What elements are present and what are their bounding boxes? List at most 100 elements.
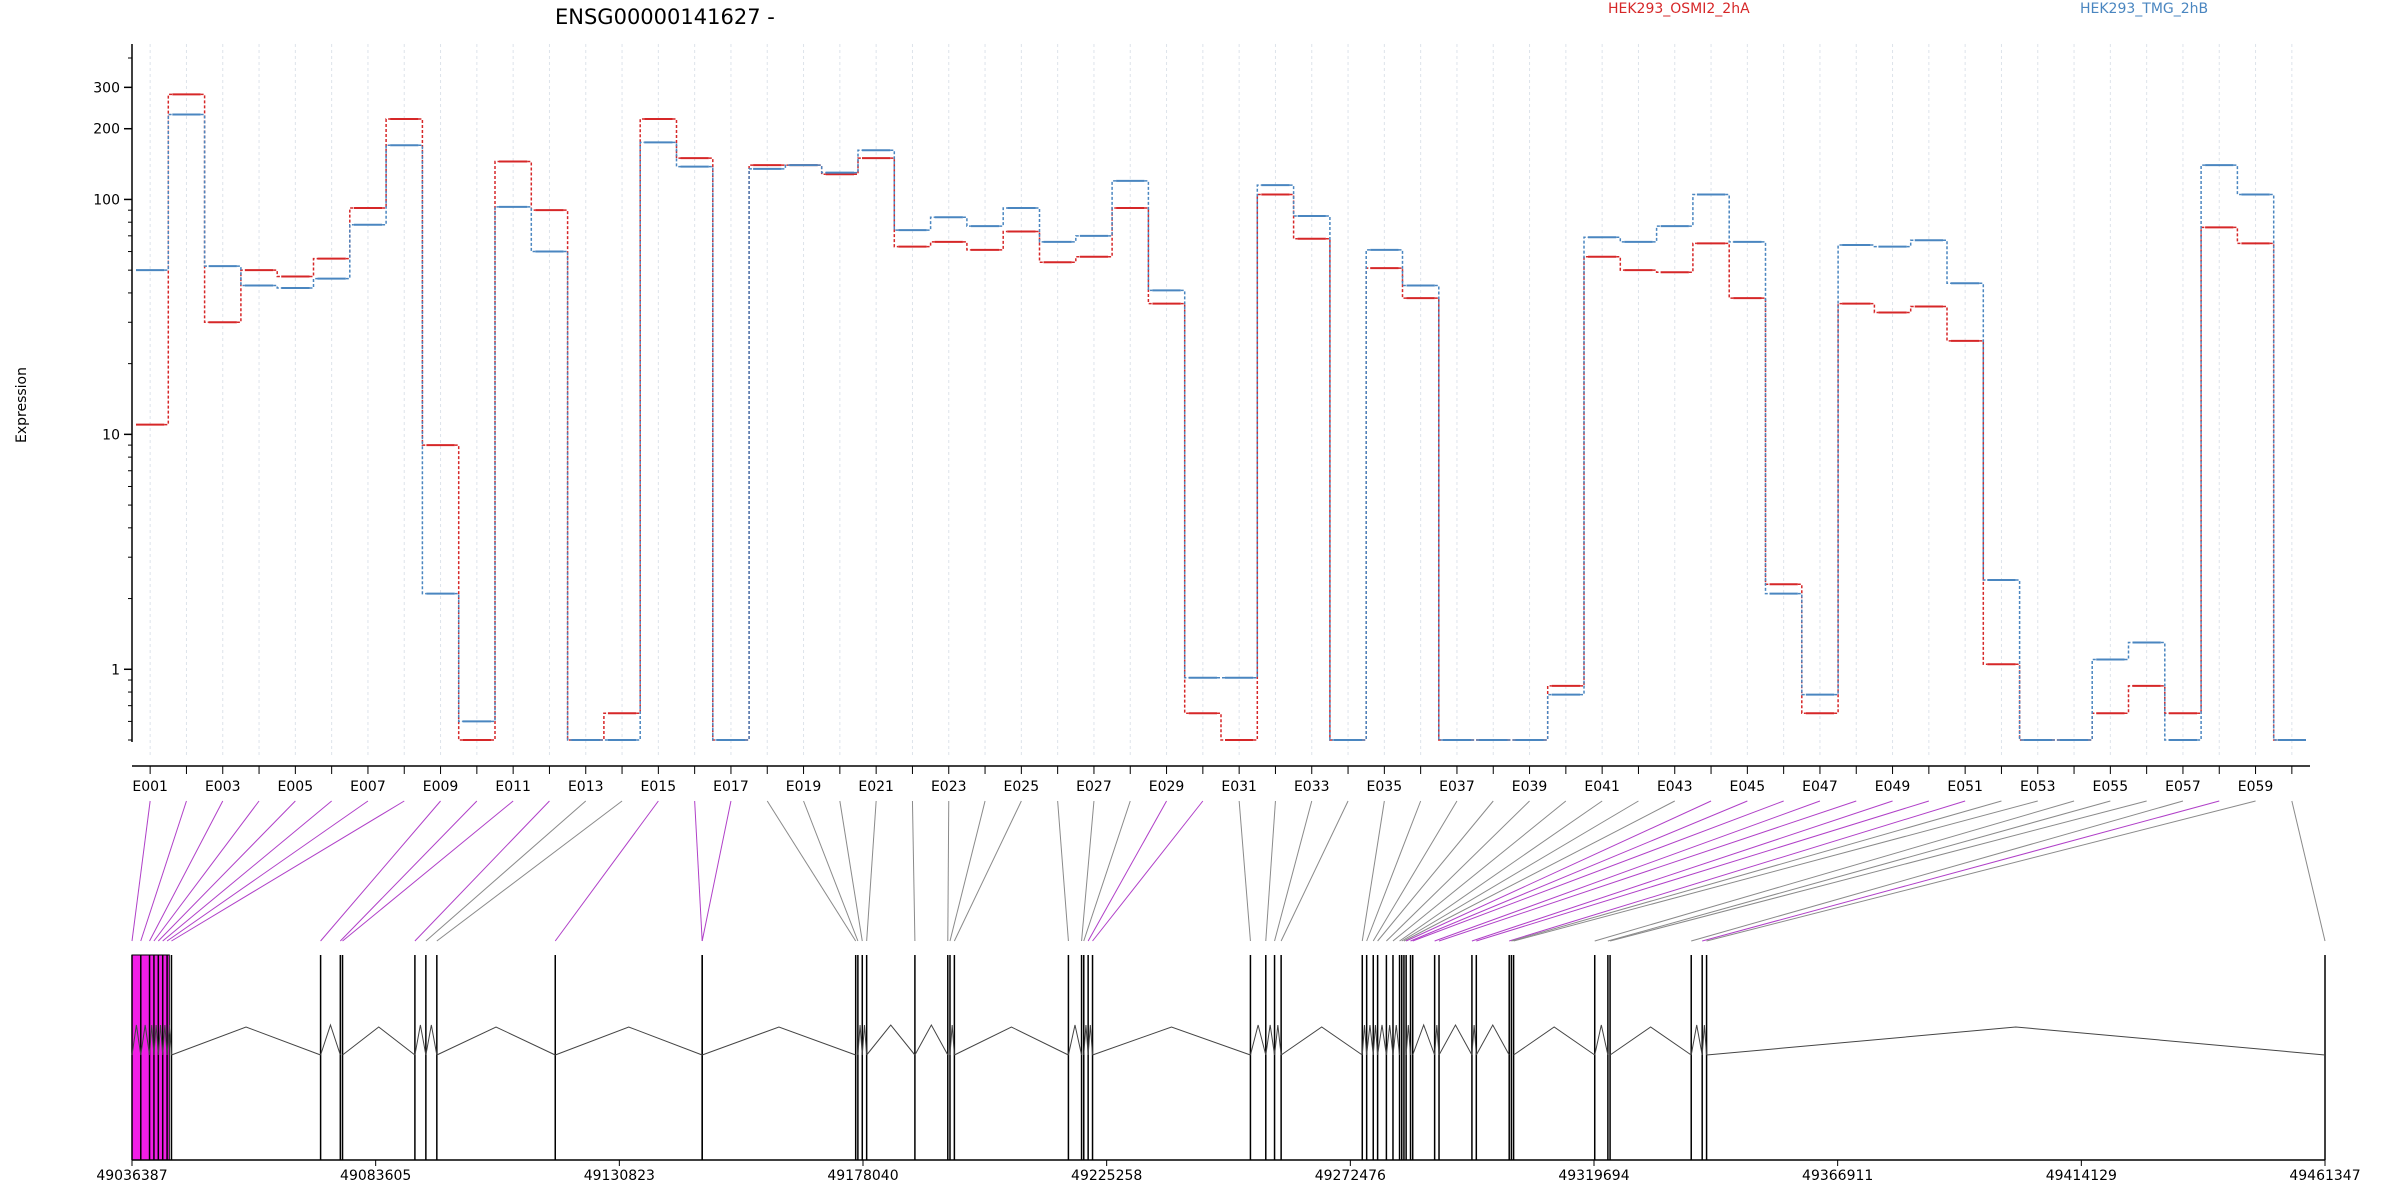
series-2-connector: [999, 207, 1008, 227]
intron-line: [1249, 1024, 1267, 1056]
intron-line: [149, 1024, 155, 1056]
series-1-connector: [1144, 207, 1153, 305]
series-1-connector: [1325, 238, 1334, 741]
series-2-connector: [1870, 244, 1879, 248]
series-2-connector: [745, 168, 754, 741]
legend-series-2[interactable]: HEK293_TMG_2hB: [2080, 1, 2208, 17]
connector-E043: [1403, 800, 1675, 942]
y-tick-label: 10: [102, 427, 120, 443]
connector-E011: [342, 800, 514, 942]
series-2-connector: [1289, 184, 1298, 217]
series-2-connector: [1398, 249, 1407, 287]
series-2-connector: [527, 206, 536, 253]
series-1-connector: [563, 209, 572, 741]
series-1-connector: [1616, 256, 1625, 271]
connector-E006: [162, 800, 332, 942]
connector-E044: [1405, 800, 1712, 942]
intron-line: [1690, 1024, 1703, 1056]
series-1-connector: [1398, 267, 1407, 299]
intron-line: [949, 1024, 955, 1056]
series-1-connector: [1580, 256, 1588, 687]
connector-E041: [1399, 800, 1603, 942]
intron-line: [702, 1026, 856, 1056]
series-1-connector: [454, 444, 463, 741]
intron-line: [1471, 1024, 1477, 1056]
connector-E020: [839, 800, 863, 942]
series-2-connector: [2015, 579, 2024, 741]
intron-line: [1392, 1024, 1401, 1056]
intron-line: [1067, 1024, 1083, 1056]
x-tick-label: E033: [1294, 779, 1330, 795]
connector-E047: [1434, 800, 1821, 942]
series-2-connector: [890, 149, 899, 231]
x-tick-label: E003: [205, 779, 241, 795]
series-2-connector: [636, 141, 645, 741]
series-2-connector: [1906, 239, 1915, 248]
series-1-connector: [345, 207, 354, 260]
intron-line: [1513, 1026, 1596, 1056]
intron-line: [1265, 1024, 1276, 1056]
connector-E027: [1081, 800, 1095, 942]
intron-line: [1372, 1024, 1379, 1056]
connector-E028: [1083, 800, 1131, 942]
series-2-connector: [418, 144, 427, 595]
connector-E012: [414, 800, 550, 942]
genomic-tick-label: 49130823: [584, 1168, 655, 1184]
intron-line: [1609, 1026, 1692, 1056]
connector-E037: [1372, 800, 1458, 942]
series-2-connector: [2160, 641, 2169, 741]
connector-E042: [1401, 800, 1639, 942]
series-2-connector: [1979, 282, 1988, 581]
x-tick-label: E051: [1947, 779, 1983, 795]
intron-line: [1438, 1023, 1473, 1056]
connector-E049: [1471, 800, 1893, 942]
connector-E058: [1702, 800, 2220, 942]
x-tick-label: E059: [2238, 779, 2274, 795]
connector-E060: [2291, 800, 2326, 942]
series-1-connector: [1906, 305, 1915, 314]
connector-E009: [320, 800, 441, 942]
connector-E015: [554, 800, 659, 942]
series-1-connector: [1725, 242, 1734, 299]
series-1-connector: [236, 269, 245, 324]
series-2-connector: [817, 164, 826, 174]
intron-line: [1366, 1024, 1374, 1056]
connector-E030: [1092, 800, 1204, 942]
x-tick-label: E055: [2093, 779, 2129, 795]
intron-line: [555, 1026, 703, 1056]
y-tick-label: 100: [93, 192, 120, 208]
series-2-connector: [1253, 184, 1262, 679]
intron-line: [1701, 1024, 1708, 1056]
connector-E031: [1238, 800, 1251, 942]
series-2-connector: [962, 216, 971, 227]
connector-E056: [1609, 800, 2147, 942]
exon-tick-labels: E001 E003 E005 E007 E009 E011 E013 E015 E017 E019…: [132, 766, 2293, 795]
connector-E053: [1513, 800, 2038, 942]
connector-E004: [153, 800, 260, 942]
series-2-connector: [1688, 193, 1697, 227]
genomic-tick-label: 49414129: [2046, 1168, 2117, 1184]
connector-E026: [1057, 800, 1069, 942]
intron-line: [866, 1024, 916, 1056]
series-1-connector: [672, 118, 681, 159]
legend-series-1[interactable]: HEK293_OSMI2_2hA: [1608, 1, 1750, 17]
genomic-tick-label: 49178040: [827, 1168, 898, 1184]
series-1-connector: [382, 118, 391, 209]
series-1-connector: [1217, 712, 1225, 741]
series-1-connector: [962, 241, 971, 251]
series-2-connector: [1652, 225, 1661, 243]
intron-line: [914, 1023, 949, 1056]
series-2-connector: [1543, 693, 1552, 741]
connector-E046: [1412, 800, 1784, 942]
series-1-connector: [1797, 583, 1806, 714]
x-tick-label: E035: [1367, 779, 1403, 795]
exon-grid: [149, 44, 2293, 758]
connector-E036: [1366, 800, 1422, 942]
connector-E033: [1274, 800, 1313, 942]
series-1-connector: [2233, 226, 2242, 245]
series-1-connector: [491, 160, 499, 741]
chart-title: ENSG00000141627 -: [555, 5, 775, 29]
connector-E003: [149, 800, 224, 942]
series-1-connector: [708, 157, 717, 741]
intron-line: [166, 1024, 172, 1056]
